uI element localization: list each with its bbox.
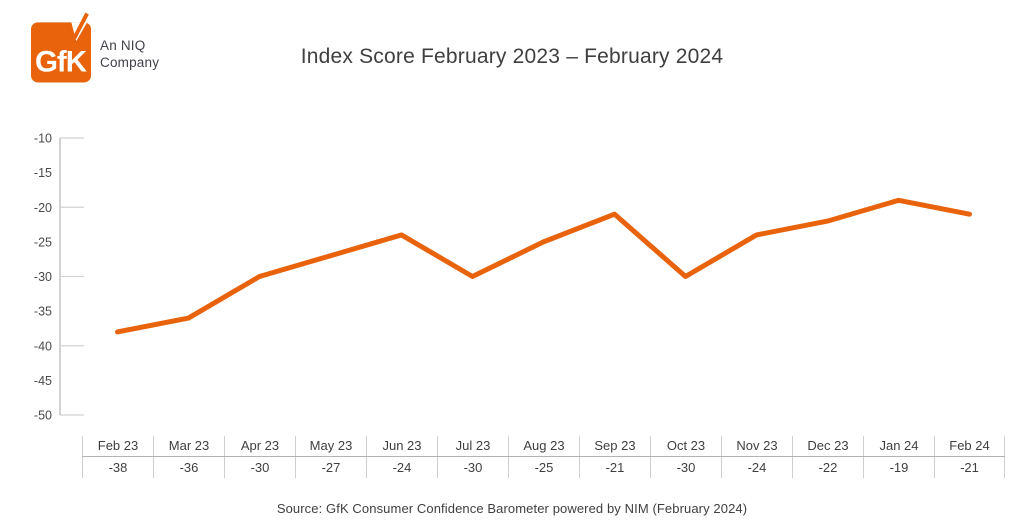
month-cell: May 23 xyxy=(295,436,366,456)
month-cell: Mar 23 xyxy=(153,436,224,456)
logo-subtitle-line2: Company xyxy=(100,55,160,70)
month-cell: Feb 23 xyxy=(82,436,153,456)
y-tick-label: -15 xyxy=(34,166,52,180)
y-tick-label: -25 xyxy=(34,235,52,249)
logo-text: GfK xyxy=(35,46,88,79)
value-cell: -22 xyxy=(792,457,863,478)
value-cell: -19 xyxy=(863,457,934,478)
month-cell: Aug 23 xyxy=(508,436,579,456)
value-cell: -21 xyxy=(934,457,1005,478)
value-cell: -30 xyxy=(224,457,295,478)
index-score-line xyxy=(115,197,972,335)
value-cell: -24 xyxy=(366,457,437,478)
data-table: Feb 23 Mar 23 Apr 23 May 23 Jun 23 Jul 23 Aug … xyxy=(82,436,1005,478)
gfk-logo: GfK An NIQ Company xyxy=(30,9,159,85)
value-cell: -21 xyxy=(579,457,650,478)
month-cell: Nov 23 xyxy=(721,436,792,456)
month-cell: Jul 23 xyxy=(437,436,508,456)
value-cell: -30 xyxy=(650,457,721,478)
logo-subtitle: An NIQ Company xyxy=(100,37,159,71)
table-months-row: Feb 23 Mar 23 Apr 23 May 23 Jun 23 Jul 23 Aug … xyxy=(82,436,1005,457)
month-cell: Apr 23 xyxy=(224,436,295,456)
month-cell: Feb 24 xyxy=(934,436,1005,456)
month-cell: Dec 23 xyxy=(792,436,863,456)
chart-title: Index Score February 2023 – February 202… xyxy=(300,45,724,68)
gfk-logo-icon: GfK xyxy=(30,12,92,83)
month-cell: Sep 23 xyxy=(579,436,650,456)
logo-subtitle-line1: An NIQ xyxy=(100,38,146,53)
y-tick-label: -50 xyxy=(34,409,52,423)
y-tick-label: -10 xyxy=(34,132,52,146)
value-cell: -27 xyxy=(295,457,366,478)
month-cell: Oct 23 xyxy=(650,436,721,456)
value-cell: -36 xyxy=(153,457,224,478)
table-values-row: -38 -36 -30 -27 -24 -30 -25 -21 -30 -24 -22 -19 -21 xyxy=(82,457,1005,478)
value-cell: -25 xyxy=(508,457,579,478)
y-tick-label: -45 xyxy=(34,374,52,388)
index-score-line-chart: -10 -15 -20 -25 -30 -35 -40 -45 -50 xyxy=(34,132,972,423)
y-tick-label: -30 xyxy=(34,270,52,284)
logo-accent-stroke xyxy=(72,12,89,40)
y-tick-label: -35 xyxy=(34,305,52,319)
value-cell: -38 xyxy=(82,457,153,478)
month-cell: Jan 24 xyxy=(863,436,934,456)
value-cell: -24 xyxy=(721,457,792,478)
y-tick-label: -20 xyxy=(34,201,52,215)
month-cell: Jun 23 xyxy=(366,436,437,456)
y-tick-label: -40 xyxy=(34,339,52,353)
source-note: Source: GfK Consumer Confidence Baromete… xyxy=(276,501,748,516)
value-cell: -30 xyxy=(437,457,508,478)
